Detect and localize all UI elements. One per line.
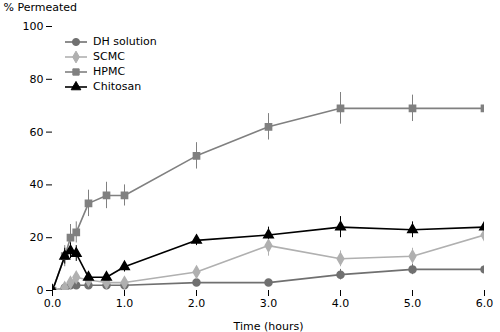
- html-text:SCMC: SCMC: [93, 50, 125, 63]
- html-text:Chitosan: Chitosan: [93, 80, 142, 93]
- svg-text:100: 100: [23, 20, 44, 33]
- svg-text:0.0: 0.0: [44, 297, 62, 310]
- svg-text:2.0: 2.0: [188, 297, 206, 310]
- svg-text:1.0: 1.0: [116, 297, 134, 310]
- svg-text:80: 80: [30, 73, 44, 86]
- svg-text:6.0: 6.0: [476, 297, 494, 310]
- html-text:HPMC: HPMC: [93, 65, 126, 78]
- svg-text:5.0: 5.0: [404, 297, 422, 310]
- svg-text:% Permeated: % Permeated: [4, 1, 78, 14]
- html-text:DH solution: DH solution: [93, 35, 157, 48]
- svg-text:40: 40: [30, 178, 44, 191]
- svg-text:Time (hours): Time (hours): [233, 320, 304, 332]
- svg-text:0: 0: [37, 284, 44, 297]
- svg-text:20: 20: [30, 231, 44, 244]
- svg-text:60: 60: [30, 126, 44, 139]
- svg-text:3.0: 3.0: [260, 297, 278, 310]
- svg-text:4.0: 4.0: [332, 297, 350, 310]
